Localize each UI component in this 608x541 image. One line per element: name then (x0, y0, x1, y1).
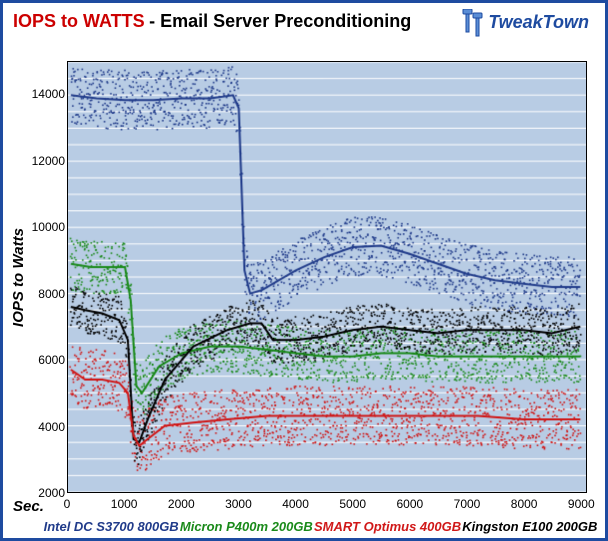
chart-legend: Intel DC S3700 800GBMicron P400m 200GBSM… (43, 515, 598, 537)
legend-item: Kingston E100 200GB (462, 519, 597, 534)
x-tick: 0 (64, 497, 71, 511)
x-tick: 9000 (568, 497, 595, 511)
x-tick: 8000 (511, 497, 538, 511)
y-tick: 6000 (25, 353, 65, 367)
x-tick: 5000 (339, 497, 366, 511)
brand-logo: TweakTown (460, 9, 589, 37)
x-tick: 6000 (396, 497, 423, 511)
plot-wrap (67, 61, 587, 493)
chart-title-highlight: IOPS to WATTS (13, 11, 145, 31)
x-tick: 1000 (111, 497, 138, 511)
legend-item: Micron P400m 200GB (180, 519, 313, 534)
y-tick: 4000 (25, 420, 65, 434)
legend-item: Intel DC S3700 800GB (44, 519, 179, 534)
legend-item: SMART Optimus 400GB (314, 519, 461, 534)
x-tick: 3000 (225, 497, 252, 511)
y-tick: 12000 (25, 154, 65, 168)
chart-container: IOPS to WATTS - Email Server Preconditio… (0, 0, 608, 541)
logo-icon (460, 9, 486, 37)
chart-title-sub: - Email Server Preconditioning (149, 11, 411, 31)
x-tick: 7000 (454, 497, 481, 511)
chart-header: IOPS to WATTS - Email Server Preconditio… (3, 3, 605, 61)
x-axis-label: Sec. (13, 498, 44, 515)
y-tick: 8000 (25, 287, 65, 301)
x-tick: 4000 (282, 497, 309, 511)
y-tick: 14000 (25, 87, 65, 101)
x-tick: 2000 (168, 497, 195, 511)
y-tick: 10000 (25, 220, 65, 234)
scatter-plot (67, 61, 587, 493)
logo-text: TweakTown (488, 12, 589, 32)
y-tick: 2000 (25, 486, 65, 500)
